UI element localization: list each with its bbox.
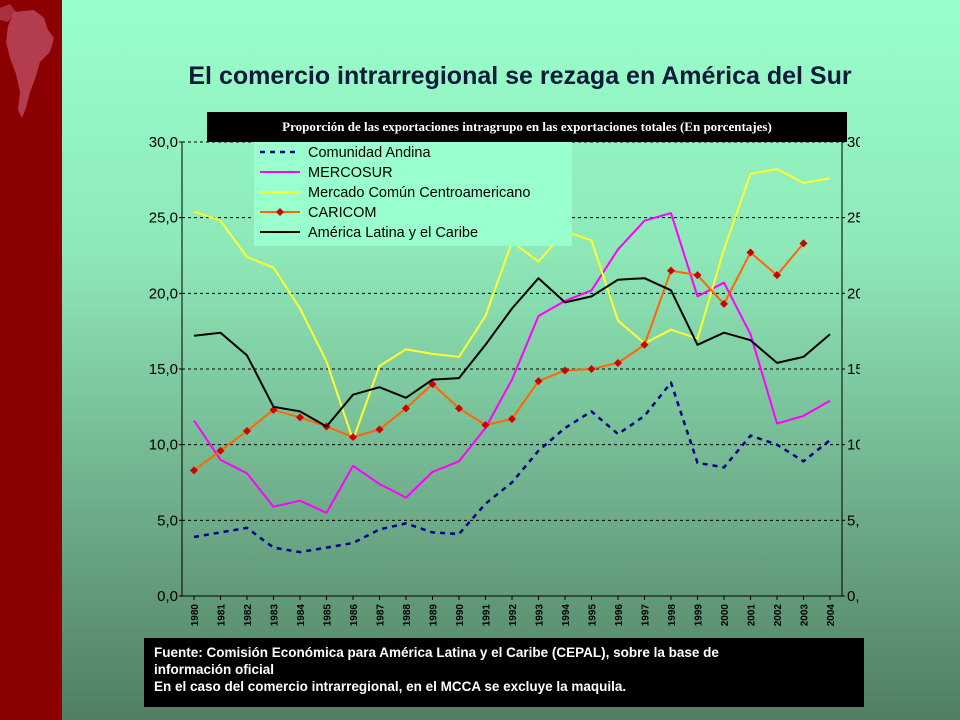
caricom-point	[773, 271, 781, 280]
page-title: El comercio intrarregional se rezaga en …	[188, 62, 852, 90]
caricom-point	[296, 413, 304, 422]
chart-subtitle: Proporción de las exportaciones intragru…	[207, 112, 847, 142]
caricom-point	[720, 299, 728, 308]
caricom-point	[640, 340, 649, 349]
caricom-point	[667, 266, 675, 275]
x-tick-label: 1998	[667, 604, 678, 627]
x-tick-label: 1995	[588, 604, 599, 627]
caricom-point	[561, 366, 569, 375]
y2-tick-label: 20,0	[847, 285, 860, 302]
y2-tick-label: 15,0	[847, 361, 860, 378]
x-tick-label: 1997	[641, 604, 652, 627]
caricom-point	[243, 427, 251, 436]
x-tick-label: 1980	[190, 604, 201, 627]
x-tick-label: 1984	[296, 604, 307, 627]
footer-line-2: información oficial	[154, 662, 275, 677]
legend: Comunidad Andina MERCOSUR Mercado Común Ce…	[254, 142, 572, 246]
x-tick-label: 1993	[535, 604, 546, 627]
series-caricom-legend-label: CARICOM	[308, 205, 376, 221]
x-tick-label: 2003	[800, 604, 811, 627]
left-accent-bar	[0, 0, 62, 720]
y-tick-label: 25,0	[149, 210, 178, 227]
y2-tick-label: 0,0	[847, 588, 860, 605]
caricom-point	[534, 377, 543, 386]
caricom-point	[614, 358, 622, 367]
x-tick-label: 2001	[747, 604, 758, 627]
y-tick-label: 10,0	[149, 437, 178, 454]
y2-tick-label: 10,0	[847, 437, 860, 454]
y2-tick-label: 5,0	[847, 512, 860, 529]
y-tick-label: 0,0	[157, 588, 178, 605]
x-tick-label: 1983	[270, 604, 281, 627]
y-tick-label: 5,0	[157, 512, 178, 529]
caricom-point	[216, 446, 225, 455]
caricom-point	[190, 466, 198, 475]
line-chart: 0,0 0,0 5,0 5,0 10,0 10,0 15,0 15,0 20,0 20,0 25,0…	[149, 134, 860, 626]
source-note: Fuente: Comisión Económica para América …	[144, 638, 864, 707]
x-tick-label: 1989	[429, 604, 440, 627]
x-tick-label: 2004	[826, 604, 837, 627]
x-tick-label: 1987	[376, 604, 387, 627]
x-tick-label: 1981	[217, 604, 228, 627]
footer-line-3: En el caso del comercio intrarregional, …	[154, 679, 627, 694]
series-mcca-legend-label: Mercado Común Centroamericano	[308, 185, 530, 201]
axes: 0,0 0,0 5,0 5,0 10,0 10,0 15,0 15,0 20,0 20,0 25,0…	[149, 134, 860, 626]
y2-tick-label: 25,0	[847, 210, 860, 227]
caricom-point	[508, 414, 516, 423]
series-layer	[190, 168, 831, 554]
footer-line-1: Fuente: Comisión Económica para América …	[154, 645, 719, 660]
x-tick-label: 1999	[694, 604, 705, 627]
x-tick-label: 1988	[402, 604, 413, 627]
x-tick-label: 1982	[243, 604, 254, 627]
y-tick-label: 15,0	[149, 361, 178, 378]
series-alc-legend-label: América Latina y el Caribe	[308, 225, 478, 241]
x-tick-label: 1992	[508, 604, 519, 627]
caricom-point	[375, 425, 384, 434]
x-tick-label: 2002	[773, 604, 784, 627]
x-tick-label: 1985	[323, 604, 334, 627]
x-tick-label: 1996	[614, 604, 625, 627]
x-tick-label: 2000	[720, 604, 731, 627]
x-tick-label: 1986	[349, 604, 360, 627]
y-tick-label: 20,0	[149, 285, 178, 302]
x-tick-label: 1994	[561, 604, 572, 627]
caricom-point	[799, 239, 808, 248]
caricom-point	[349, 433, 357, 442]
caricom-legend-marker	[276, 208, 284, 216]
south-america-map-icon	[0, 4, 54, 118]
caricom-point	[587, 365, 596, 373]
series-comunidad-andina-legend-label: Comunidad Andina	[308, 145, 431, 161]
caricom-point	[746, 248, 755, 257]
caricom-point	[402, 404, 410, 413]
series-mercosur-line	[193, 212, 831, 514]
series-caricom-line	[193, 242, 805, 472]
y-tick-label: 30,0	[149, 134, 178, 151]
series-alc-line	[193, 277, 831, 428]
x-tick-label: 1990	[455, 604, 466, 627]
caricom-point	[693, 271, 702, 280]
legend-background	[254, 142, 572, 246]
caricom-point	[455, 404, 463, 413]
x-tick-label: 1991	[482, 604, 493, 627]
caricom-point	[481, 420, 490, 429]
series-comunidad-andina-line	[193, 381, 831, 554]
series-mercosur-legend-label: MERCOSUR	[308, 165, 393, 181]
y2-tick-label: 30,0	[847, 134, 860, 151]
